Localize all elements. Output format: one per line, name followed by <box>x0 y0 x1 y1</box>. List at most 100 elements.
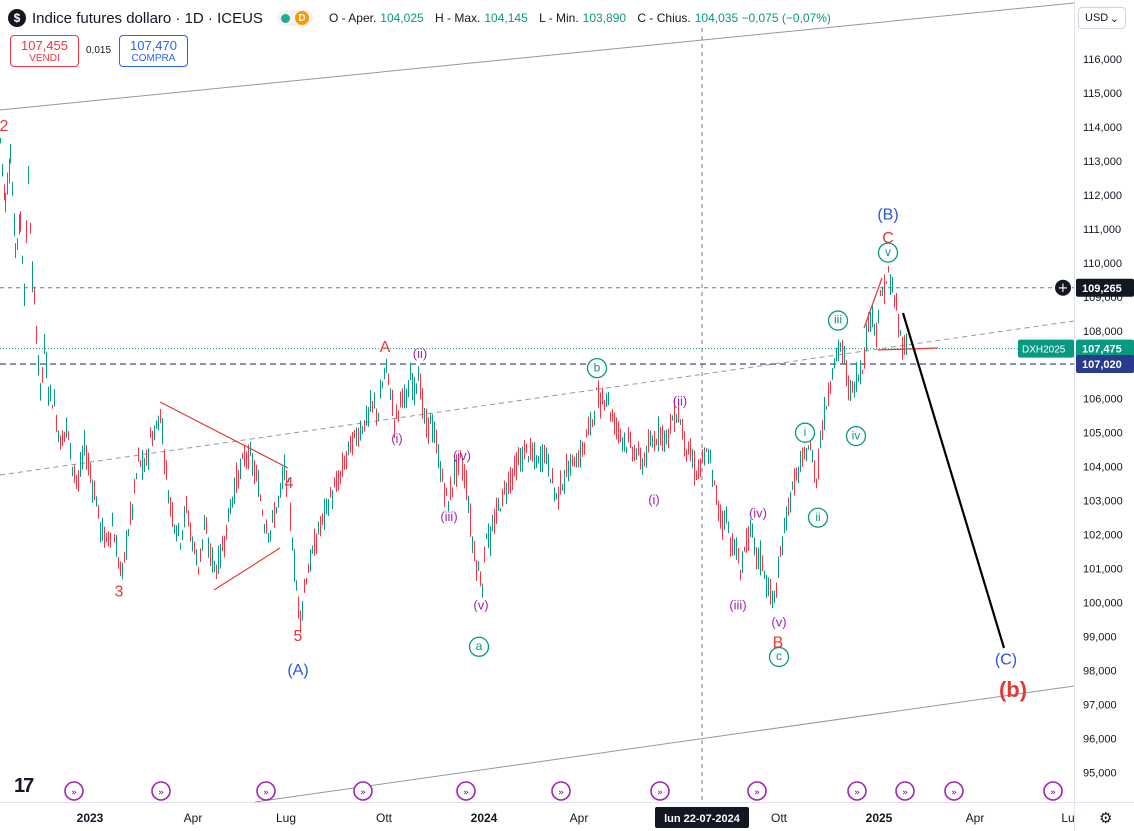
wave-label-red: B <box>773 635 784 652</box>
wave-label-red: 2 <box>0 118 9 135</box>
time-tick-label: Apr <box>966 811 985 825</box>
wave-label-red: C <box>882 230 894 247</box>
price-tick-label: 104,000 <box>1083 462 1123 474</box>
wave-label-red: 4 <box>285 475 294 492</box>
wave-label-purple: (ii) <box>673 394 687 409</box>
price-tag-label: 107,020 <box>1082 359 1122 371</box>
crosshair-time-label: lun 22-07-2024 <box>664 813 741 825</box>
wave-label-purple: (iv) <box>453 448 471 463</box>
rewind-icon[interactable] <box>64 781 84 801</box>
wave-label-purple: (i) <box>648 492 660 507</box>
rewind-icon[interactable]: » <box>263 788 269 798</box>
rewind-icon[interactable]: » <box>360 788 366 798</box>
time-tick-label: 2023 <box>77 811 104 825</box>
rewind-icon[interactable]: » <box>463 788 469 798</box>
midline-dashed <box>0 320 1075 476</box>
ohlc-low-value: 103,890 <box>582 11 627 25</box>
price-tag-box <box>1076 355 1134 374</box>
spread-value: 0,015 <box>86 45 112 56</box>
rewind-icon[interactable]: » <box>657 788 663 798</box>
rewind-icon[interactable] <box>944 781 964 801</box>
rewind-icon[interactable]: » <box>71 788 77 798</box>
rewind-icon[interactable] <box>650 781 670 801</box>
rewind-icon[interactable] <box>256 781 276 801</box>
rewind-icon[interactable]: » <box>558 788 564 798</box>
ohlc-readout: O - Aper. 104,025 H - Max. 104,145 L - Min… <box>329 11 839 25</box>
wave-label-blue: (A) <box>287 662 308 679</box>
triangle-lower-line <box>213 547 281 591</box>
wave-label-circled: iii <box>834 313 842 327</box>
rewind-icon[interactable] <box>151 781 171 801</box>
chart-header: $ Indice futures dollaro · 1D · ICEUS D … <box>8 8 839 28</box>
wave-label-purple: (iii) <box>729 597 746 612</box>
price-tick-label: 98,000 <box>1083 666 1117 678</box>
price-tag-box <box>1076 278 1134 297</box>
ohlc-high-value: 104,145 <box>484 11 528 25</box>
ohlc-high-key: H - Max. <box>435 11 481 25</box>
price-tick-label: 101,000 <box>1083 564 1123 576</box>
tradingview-logo-icon[interactable]: 17 <box>14 775 34 797</box>
rewind-icon[interactable]: » <box>951 788 957 798</box>
currency-label: USD <box>1085 12 1109 24</box>
price-tick-label: 96,000 <box>1083 734 1117 746</box>
wave-circle-marker <box>468 636 490 657</box>
symbol-title[interactable]: Indice futures dollaro · 1D · ICEUS <box>32 9 263 27</box>
delayed-badge: D <box>294 11 309 25</box>
sell-price: 107,455 <box>21 37 68 53</box>
rewind-icon[interactable] <box>895 781 915 801</box>
rewind-icon[interactable]: » <box>854 788 860 798</box>
wave-label-purple: (v) <box>771 614 786 629</box>
rewind-icon[interactable] <box>747 781 767 801</box>
crosshair-time-box <box>655 807 749 828</box>
time-tick-label: Apr <box>570 811 589 825</box>
wave-circle-marker <box>794 422 816 443</box>
price-tick-label: 106,000 <box>1083 394 1123 406</box>
add-level-plus-icon[interactable] <box>1055 279 1071 296</box>
wave-label-red: A <box>380 339 391 356</box>
rewind-icon[interactable] <box>456 781 476 801</box>
sell-label: VENDI <box>29 52 60 64</box>
rewind-icon[interactable]: » <box>754 788 760 798</box>
currency-selector[interactable]: USD ⌄ <box>1078 7 1126 29</box>
rewind-icon[interactable] <box>353 781 373 801</box>
add-level-plus-icon[interactable]: + <box>1058 281 1069 296</box>
price-tick-label: 99,000 <box>1083 632 1117 644</box>
rewind-icon[interactable] <box>1043 781 1063 801</box>
wave-label-circled: iv <box>852 428 861 442</box>
price-tick-label: 97,000 <box>1083 700 1117 712</box>
market-status[interactable]: D <box>276 10 313 26</box>
wave-label-big: (b) <box>999 677 1027 702</box>
wave-circle-marker <box>768 646 790 668</box>
wave-label-circled: a <box>476 639 483 653</box>
wave-label-red: 5 <box>294 628 303 645</box>
gear-icon[interactable]: ⚙ <box>1099 810 1113 827</box>
wave-circle-marker <box>586 357 608 379</box>
price-tick-label: 108,000 <box>1083 326 1123 338</box>
wedge-base-line <box>877 347 939 351</box>
wave-label-circled: i <box>804 425 807 439</box>
wave-label-purple: (i) <box>391 431 403 446</box>
symbol-tag-label: DXH2025 <box>1022 345 1066 356</box>
wave-circle-marker <box>827 310 849 331</box>
price-tag-box <box>1076 339 1134 358</box>
price-tick-label: 103,000 <box>1083 496 1123 508</box>
rewind-icon[interactable] <box>551 781 571 801</box>
market-open-dot-icon <box>280 13 290 23</box>
rewind-icon[interactable]: » <box>1050 788 1056 798</box>
rewind-icon[interactable] <box>847 781 867 801</box>
price-tick-label: 115,000 <box>1083 88 1122 100</box>
time-tick-label: Ott <box>376 811 393 825</box>
sell-button[interactable]: 107,455 VENDI <box>10 35 79 67</box>
ohlc-low-key: L - Min. <box>539 11 579 25</box>
ohlc-close-key: C - Chius. <box>637 11 691 25</box>
wave-label-circled: v <box>885 245 891 259</box>
rewind-icon[interactable]: » <box>158 788 164 798</box>
wave-label-purple: (v) <box>473 597 488 612</box>
buy-button[interactable]: 107,470 COMPRA <box>119 35 188 67</box>
dollar-logo-icon: $ <box>8 9 26 27</box>
wave-label-purple: (iv) <box>749 506 767 521</box>
rewind-icon[interactable]: » <box>902 788 908 798</box>
buy-label: COMPRA <box>131 52 176 64</box>
price-tick-label: 105,000 <box>1083 428 1123 440</box>
